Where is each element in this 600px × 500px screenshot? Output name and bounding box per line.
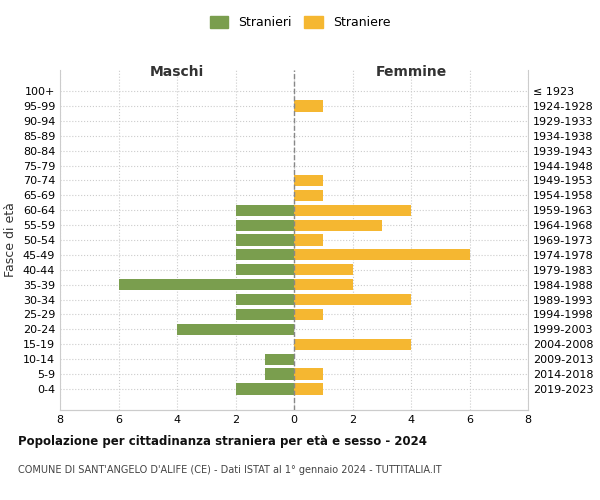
- Bar: [294, 279, 353, 290]
- Text: Maschi: Maschi: [150, 65, 204, 79]
- Bar: [235, 220, 294, 230]
- Bar: [235, 264, 294, 276]
- Bar: [294, 384, 323, 394]
- Bar: [294, 234, 323, 246]
- Bar: [294, 309, 323, 320]
- Legend: Stranieri, Straniere: Stranieri, Straniere: [205, 11, 395, 34]
- Bar: [235, 294, 294, 305]
- Bar: [265, 368, 294, 380]
- Text: COMUNE DI SANT'ANGELO D'ALIFE (CE) - Dati ISTAT al 1° gennaio 2024 - TUTTITALIA.: COMUNE DI SANT'ANGELO D'ALIFE (CE) - Dat…: [18, 465, 442, 475]
- Bar: [235, 309, 294, 320]
- Bar: [294, 175, 323, 186]
- Bar: [235, 204, 294, 216]
- Bar: [294, 204, 411, 216]
- Bar: [265, 354, 294, 365]
- Bar: [177, 324, 294, 335]
- Bar: [294, 294, 411, 305]
- Text: Femmine: Femmine: [376, 65, 446, 79]
- Y-axis label: Fasce di età: Fasce di età: [4, 202, 17, 278]
- Bar: [294, 264, 353, 276]
- Bar: [294, 250, 470, 260]
- Bar: [119, 279, 294, 290]
- Text: Popolazione per cittadinanza straniera per età e sesso - 2024: Popolazione per cittadinanza straniera p…: [18, 435, 427, 448]
- Bar: [294, 190, 323, 201]
- Bar: [294, 100, 323, 112]
- Bar: [294, 368, 323, 380]
- Bar: [235, 234, 294, 246]
- Bar: [235, 250, 294, 260]
- Bar: [294, 338, 411, 350]
- Bar: [294, 220, 382, 230]
- Bar: [235, 384, 294, 394]
